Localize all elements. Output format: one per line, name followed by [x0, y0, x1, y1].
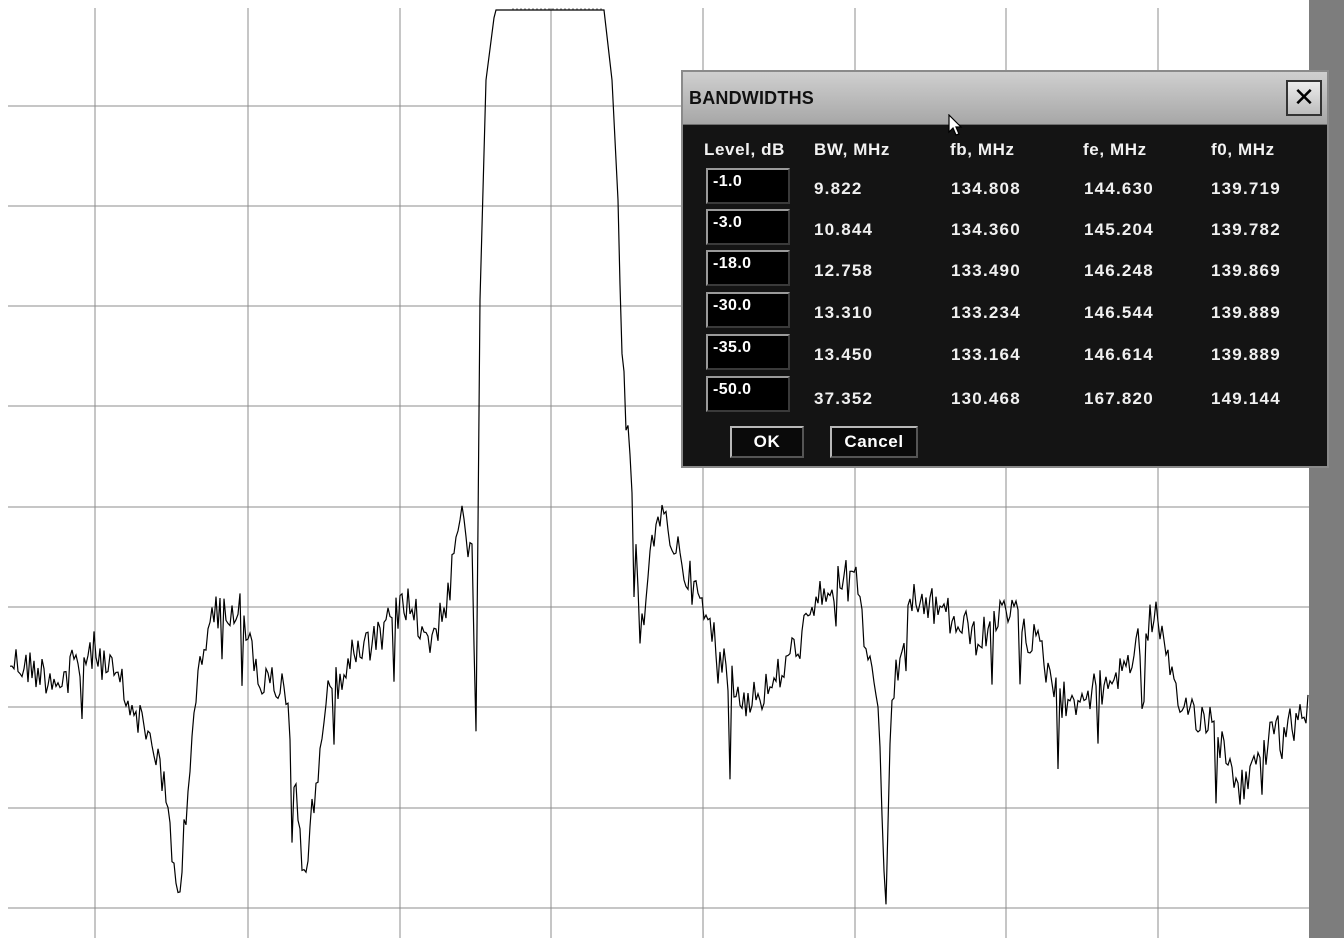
frequency-response-trace	[9, 8, 1309, 905]
cell-f0: 139.889	[1211, 345, 1281, 364]
cell-fe: 145.204	[1084, 220, 1154, 239]
cell-f0: 139.889	[1211, 303, 1281, 322]
level-input[interactable]: -35.0	[706, 334, 790, 370]
close-button[interactable]: ✕	[1286, 80, 1322, 116]
cell-f0: 149.144	[1211, 389, 1281, 408]
level-input[interactable]: -50.0	[706, 376, 790, 412]
cell-fb: 133.490	[951, 261, 1021, 280]
cell-fb: 130.468	[951, 389, 1021, 408]
cell-bw: 9.822	[814, 179, 863, 198]
trace-line	[9, 9, 1309, 905]
close-icon: ✕	[1293, 83, 1315, 113]
cell-fb: 134.808	[951, 179, 1021, 198]
cell-bw: 10.844	[814, 220, 874, 239]
cell-fb: 133.234	[951, 303, 1021, 322]
dialog-titlebar[interactable]: BANDWIDTHS ✕	[683, 72, 1327, 125]
dialog-title: BANDWIDTHS	[689, 88, 814, 108]
header-fb: fb, MHz	[950, 140, 1015, 159]
cell-f0: 139.719	[1211, 179, 1281, 198]
mouse-pointer-icon	[948, 114, 963, 136]
cell-bw: 13.310	[814, 303, 874, 322]
ok-button[interactable]: OK	[730, 426, 804, 458]
cell-fe: 146.544	[1084, 303, 1154, 322]
bandwidths-dialog: BANDWIDTHS ✕ Level, dB BW, MHz fb, MHz f…	[681, 70, 1329, 468]
header-level: Level, dB	[704, 140, 785, 159]
cell-fb: 134.360	[951, 220, 1021, 239]
cell-fe: 146.614	[1084, 345, 1154, 364]
cell-f0: 139.782	[1211, 220, 1281, 239]
header-bw: BW, MHz	[814, 140, 890, 159]
level-input[interactable]: -18.0	[706, 250, 790, 286]
header-fe: fe, MHz	[1083, 140, 1147, 159]
level-input[interactable]: -3.0	[706, 209, 790, 245]
header-f0: f0, MHz	[1211, 140, 1275, 159]
level-input[interactable]: -1.0	[706, 168, 790, 204]
cell-bw: 37.352	[814, 389, 874, 408]
level-input[interactable]: -30.0	[706, 292, 790, 328]
cell-fb: 133.164	[951, 345, 1021, 364]
cell-bw: 13.450	[814, 345, 874, 364]
cell-fe: 146.248	[1084, 261, 1154, 280]
cell-fe: 167.820	[1084, 389, 1154, 408]
cell-fe: 144.630	[1084, 179, 1154, 198]
cancel-button[interactable]: Cancel	[830, 426, 918, 458]
cell-bw: 12.758	[814, 261, 874, 280]
cell-f0: 139.869	[1211, 261, 1281, 280]
